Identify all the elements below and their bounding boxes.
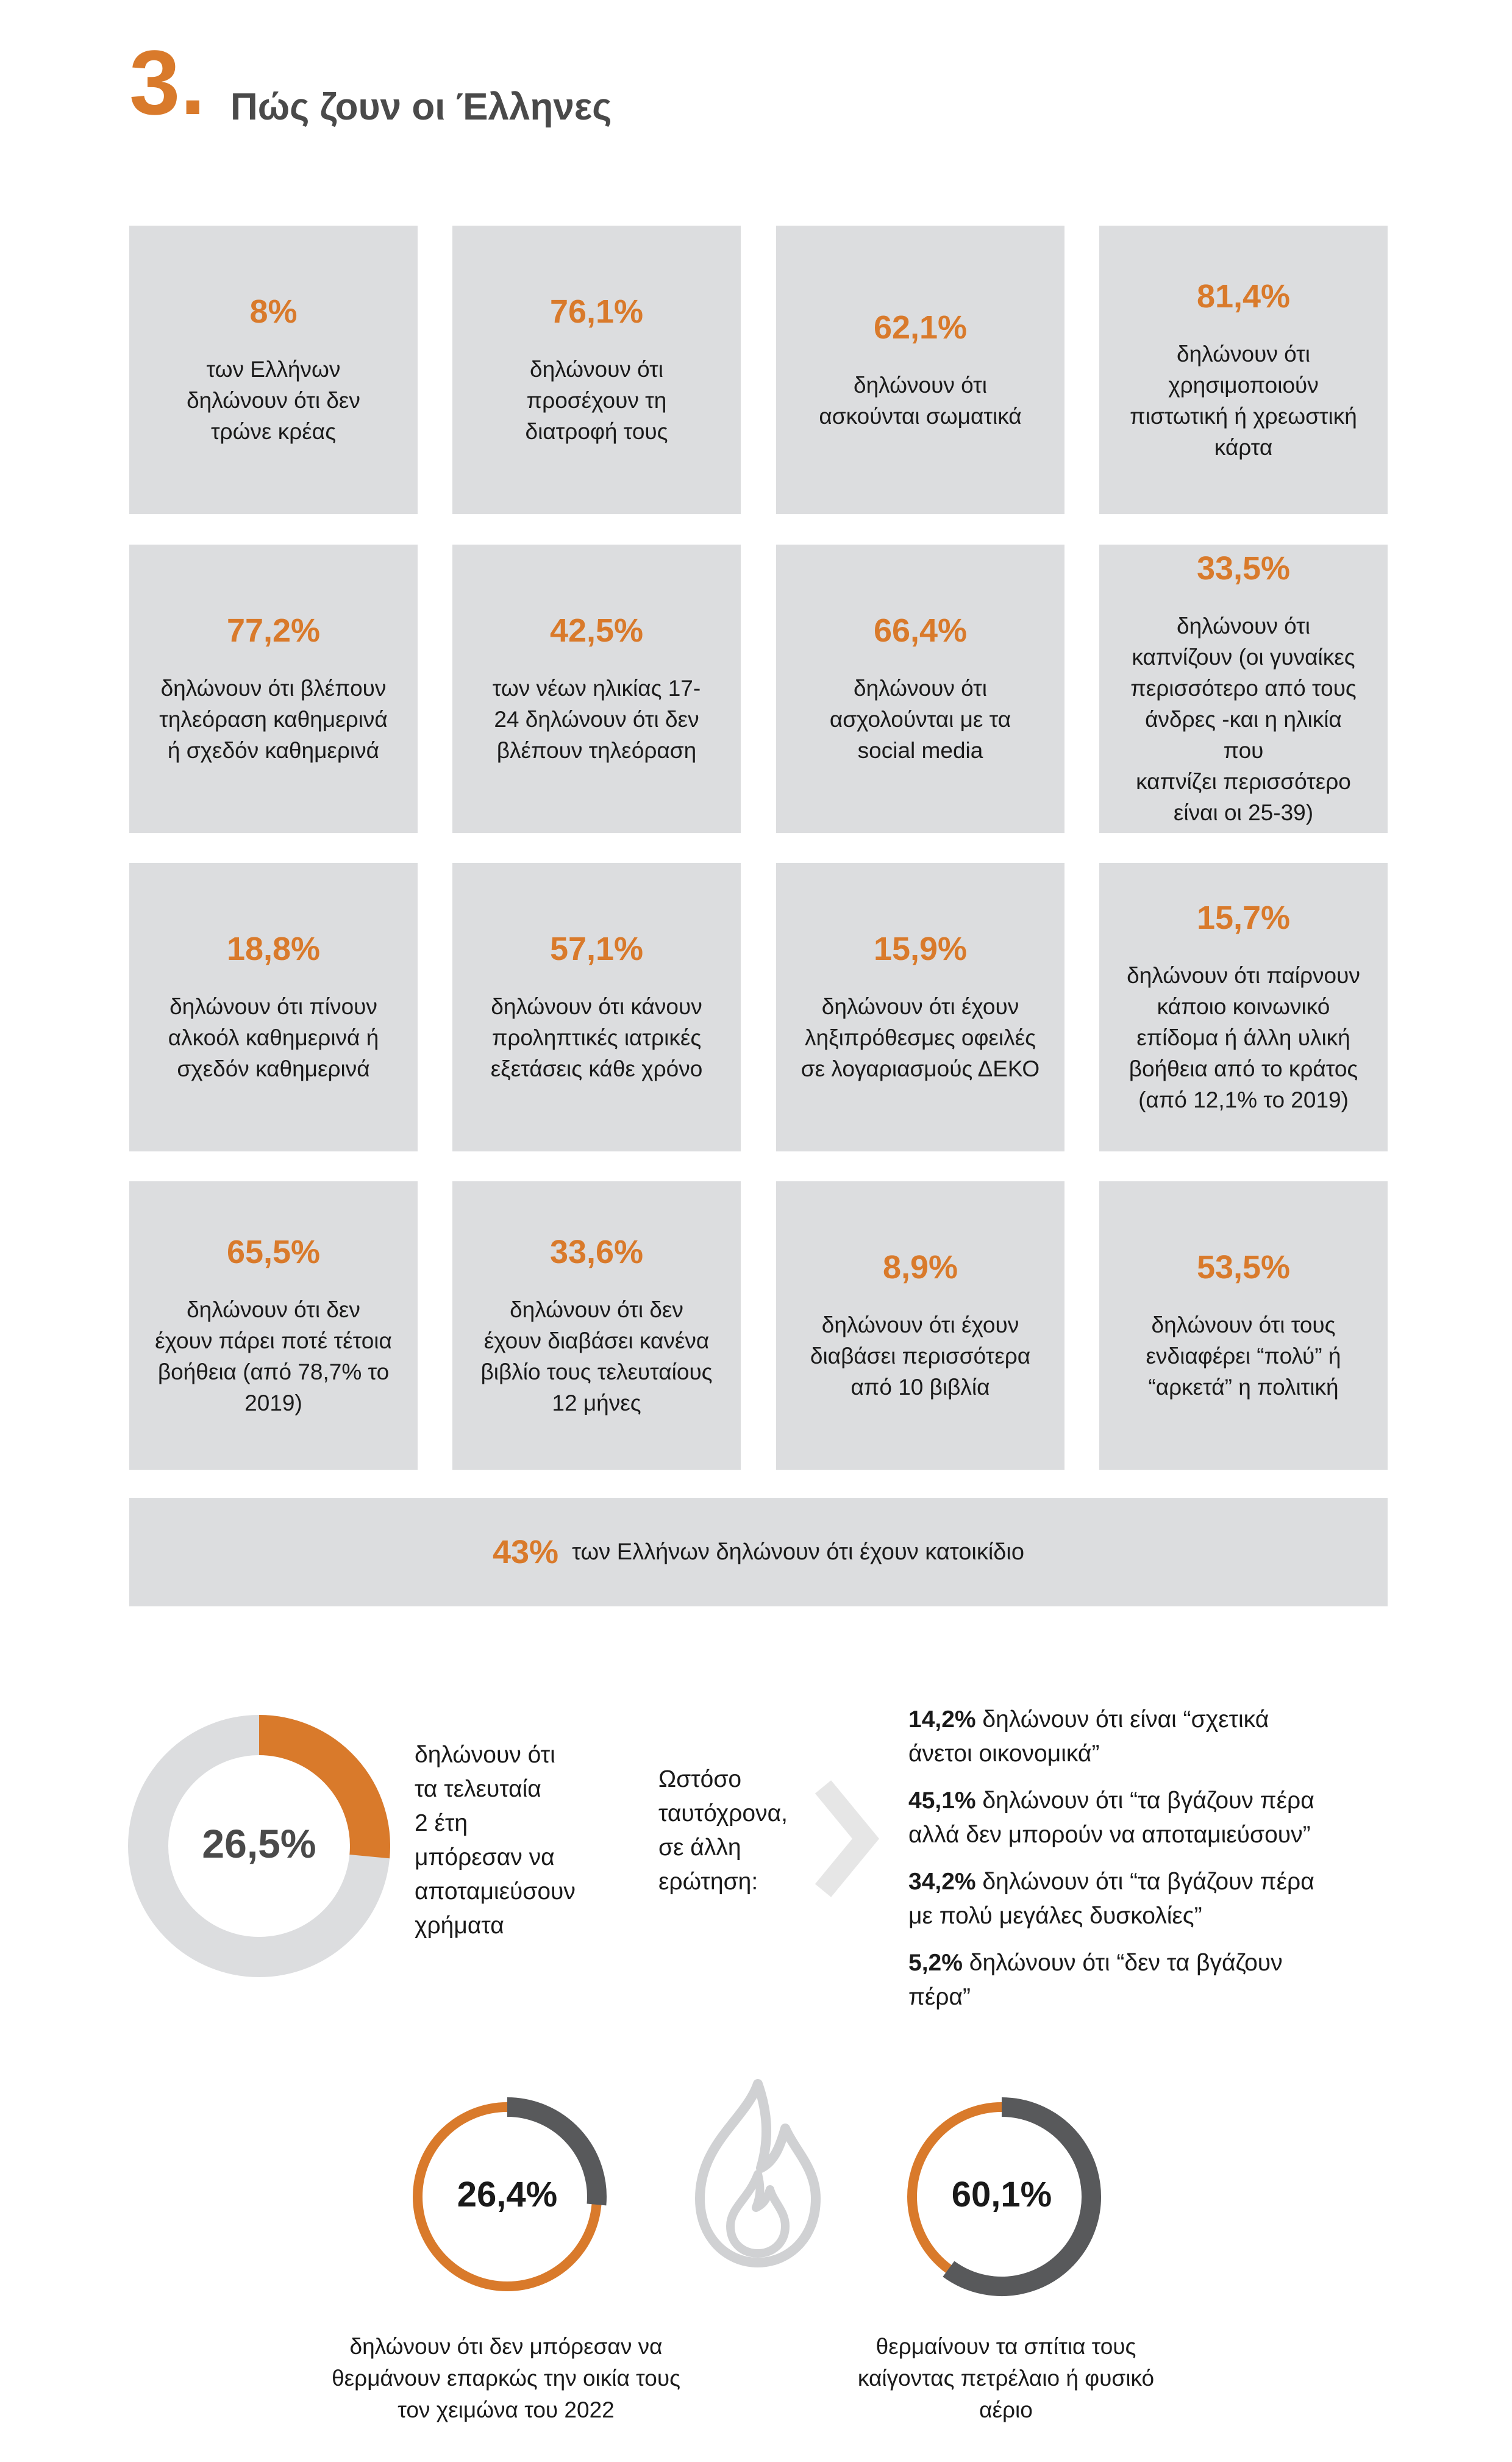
heating-donut-1-label: 26,4% [457,2175,558,2214]
stat-card: 42,5% των νέων ηλικίας 17- 24 δηλώνουν ότ… [452,545,741,833]
stat-value: 62,1% [873,309,968,346]
flame-icon [695,2079,821,2267]
donut-fill [943,2097,1101,2296]
stat-description: δηλώνουν ότι παίρνουν κάποιο κοινωνικό ε… [1127,963,1360,1112]
finance-item-text: δηλώνουν ότι είναι “σχετικά άνετοι οικον… [908,1706,1269,1767]
finance-item-value: 14,2% [908,1706,976,1733]
stat-value: 76,1% [549,293,644,330]
stat-description: των νέων ηλικίας 17- 24 δηλώνουν ότι δεν… [492,676,701,763]
stat-description: δηλώνουν ότι ασχολούνται με τα social me… [829,676,1011,763]
stat-description: δηλώνουν ότι χρησιμοποιούν πιστωτική ή χ… [1130,341,1357,460]
stat-card: 15,7% δηλώνουν ότι παίρνουν κάποιο κοινων… [1099,863,1388,1151]
stat-card: 53,5% δηλώνουν ότι τους ενδιαφέρει “πολύ”… [1099,1181,1388,1470]
stat-value: 15,9% [873,931,968,967]
stat-description: δηλώνουν ότι δεν έχουν διαβάσει κανένα β… [480,1297,713,1415]
section-title: Πώς ζουν οι Έλληνες [230,86,612,128]
stat-description: των Ελλήνων δηλώνουν ότι δεν τρώνε κρέας [187,357,360,444]
stat-description: δηλώνουν ότι δεν έχουν πάρει ποτέ τέτοια… [155,1297,392,1415]
stat-card: 65,5% δηλώνουν ότι δεν έχουν πάρει ποτέ τ… [129,1181,418,1470]
finance-item: 14,2% δηλώνουν ότι είναι “σχετικά άνετοι… [908,1703,1396,1771]
finance-item-value: 34,2% [908,1869,976,1895]
stats-grid: 8% των Ελλήνων δηλώνουν ότι δεν τρώνε κρέ… [129,226,1388,1470]
savings-donut-label: 26,5% [202,1821,316,1866]
finance-item: 5,2% δηλώνουν ότι “δεν τα βγάζουν πέρα” [908,1946,1396,2014]
heating-donut-1 [413,2097,607,2291]
stat-value: 81,4% [1196,277,1291,315]
finance-item: 34,2% δηλώνουν ότι “τα βγάζουν πέρα με π… [908,1865,1396,1933]
stat-description: δηλώνουν ότι έχουν διαβάσει περισσότερα … [810,1312,1031,1400]
finance-item: 45,1% δηλώνουν ότι “τα βγάζουν πέρα αλλά… [908,1784,1396,1852]
stat-card: 33,6% δηλώνουν ότι δεν έχουν διαβάσει καν… [452,1181,741,1470]
stat-value: 33,6% [549,1233,644,1270]
bridge-text: Ωστόσο ταυτόχρονα, σε άλλη ερώτηση: [658,1766,788,1895]
stat-card: 66,4% δηλώνουν ότι ασχολούνται με τα soci… [776,545,1064,833]
stat-value: 15,7% [1196,900,1291,936]
finance-item-text: δηλώνουν ότι “τα βγάζουν πέρα με πολύ με… [908,1869,1314,1929]
stat-value: 33,5% [1196,550,1291,587]
stat-value: 8,9% [882,1249,958,1286]
heating-caption-1: δηλώνουν ότι δεν μπόρεσαν να θερμάνουν ε… [332,2334,680,2422]
stat-value: 66,4% [873,612,968,649]
section-number: 3. [129,31,206,134]
stat-description: δηλώνουν ότι πίνουν αλκοόλ καθημερινά ή … [168,994,379,1081]
savings-text: δηλώνουν ότι τα τελευταία 2 έτη μπόρεσαν… [415,1742,576,1939]
stat-description: δηλώνουν ότι βλέπουν τηλεόραση καθημεριν… [159,676,388,763]
donut-fill [259,1715,390,1859]
stat-value: 8% [249,293,298,330]
banner-text: των Ελλήνων δηλώνουν ότι έχουν κατοικίδι… [572,1539,1025,1565]
stat-description: δηλώνουν ότι καπνίζουν (οι γυναίκες περι… [1130,614,1357,825]
stat-card: 8% των Ελλήνων δηλώνουν ότι δεν τρώνε κρέ… [129,226,418,514]
donut-fill [507,2097,607,2206]
stat-value: 18,8% [226,931,321,967]
heating-donut-2-label: 60,1% [951,2175,1052,2214]
finance-item-value: 5,2% [908,1950,963,1976]
stat-card: 15,9% δηλώνουν ότι έχουν ληξιπρόθεσμες οφ… [776,863,1064,1151]
finance-item-value: 45,1% [908,1787,976,1814]
stat-card: 18,8% δηλώνουν ότι πίνουν αλκοόλ καθημερι… [129,863,418,1151]
stat-card: 62,1% δηλώνουν ότι ασκούνται σωματικά [776,226,1064,514]
chevron-right-icon [815,1780,880,1897]
stat-card: 76,1% δηλώνουν ότι προσέχουν τη διατροφή … [452,226,741,514]
stat-card: 57,1% δηλώνουν ότι κάνουν προληπτικές ιατ… [452,863,741,1151]
stat-card: 77,2% δηλώνουν ότι βλέπουν τηλεόραση καθη… [129,545,418,833]
stat-value: 77,2% [226,612,321,649]
stat-card: 8,9% δηλώνουν ότι έχουν διαβάσει περισσότ… [776,1181,1064,1470]
stat-value: 53,5% [1196,1249,1291,1286]
stat-description: δηλώνουν ότι ασκούνται σωματικά [819,372,1022,429]
stat-description: δηλώνουν ότι τους ενδιαφέρει “πολύ” ή “α… [1146,1312,1341,1400]
stat-description: δηλώνουν ότι κάνουν προληπτικές ιατρικές… [490,994,703,1081]
stat-card: 81,4% δηλώνουν ότι χρησιμοποιούν πιστωτικ… [1099,226,1388,514]
finance-item-text: δηλώνουν ότι “τα βγάζουν πέρα αλλά δεν μ… [908,1787,1314,1848]
pets-banner: 43% των Ελλήνων δηλώνουν ότι έχουν κατοι… [129,1498,1388,1606]
heating-donut-2 [907,2097,1101,2296]
stat-value: 65,5% [226,1233,321,1270]
stat-description: δηλώνουν ότι προσέχουν τη διατροφή τους [525,357,668,444]
heating-caption-2: θερμαίνουν τα σπίτια τους καίγοντας πετρ… [857,2334,1155,2422]
stat-value: 57,1% [549,931,644,967]
banner-value: 43% [492,1534,559,1570]
stat-description: δηλώνουν ότι έχουν ληξιπρόθεσμες οφειλές… [801,994,1040,1081]
stat-value: 42,5% [549,612,644,649]
savings-donut [128,1715,390,1977]
stat-card: 33,5% δηλώνουν ότι καπνίζουν (οι γυναίκες… [1099,545,1388,833]
finance-item-text: δηλώνουν ότι “δεν τα βγάζουν πέρα” [908,1950,1283,2010]
